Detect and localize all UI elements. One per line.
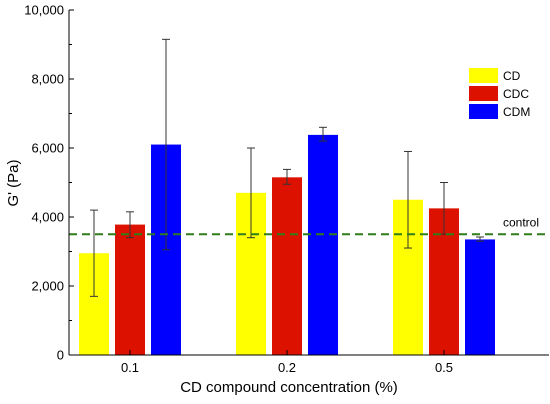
y-tick-label: 2,000 [31, 279, 64, 294]
legend-swatch-cdc [469, 86, 498, 101]
y-axis-ticks: 0 2,000 4,000 6,000 8,000 10,000 [24, 3, 74, 363]
bars [79, 134, 495, 355]
bar-cdc-0.2 [272, 177, 302, 355]
legend-label-cdm: CDM [503, 105, 530, 119]
bar-cdc-0.1 [115, 224, 145, 355]
y-tick-label: 8,000 [31, 72, 64, 87]
legend-label-cdc: CDC [503, 87, 529, 101]
y-axis-title: G' (Pa) [5, 159, 22, 206]
y-tick-label: 0 [57, 348, 64, 363]
x-tick-label: 0.1 [121, 360, 139, 375]
control-label: control [503, 215, 539, 229]
legend: CD CDC CDM [469, 68, 530, 119]
y-tick-label: 10,000 [24, 3, 64, 18]
bar-cdm-0.2 [308, 134, 338, 355]
x-axis-title: CD compound concentration (%) [180, 379, 398, 396]
x-tick-label: 0.2 [278, 360, 296, 375]
x-axis-ticks: 0.1 0.2 0.5 [121, 350, 453, 375]
error-bars [90, 38, 484, 297]
legend-swatch-cdm [469, 104, 498, 119]
legend-label-cd: CD [503, 69, 521, 83]
y-tick-label: 4,000 [31, 210, 64, 225]
x-tick-label: 0.5 [435, 360, 453, 375]
bar-cdm-0.5 [465, 239, 495, 355]
legend-swatch-cd [469, 68, 498, 83]
y-tick-label: 6,000 [31, 141, 64, 156]
reference-line-group: control [69, 215, 549, 236]
